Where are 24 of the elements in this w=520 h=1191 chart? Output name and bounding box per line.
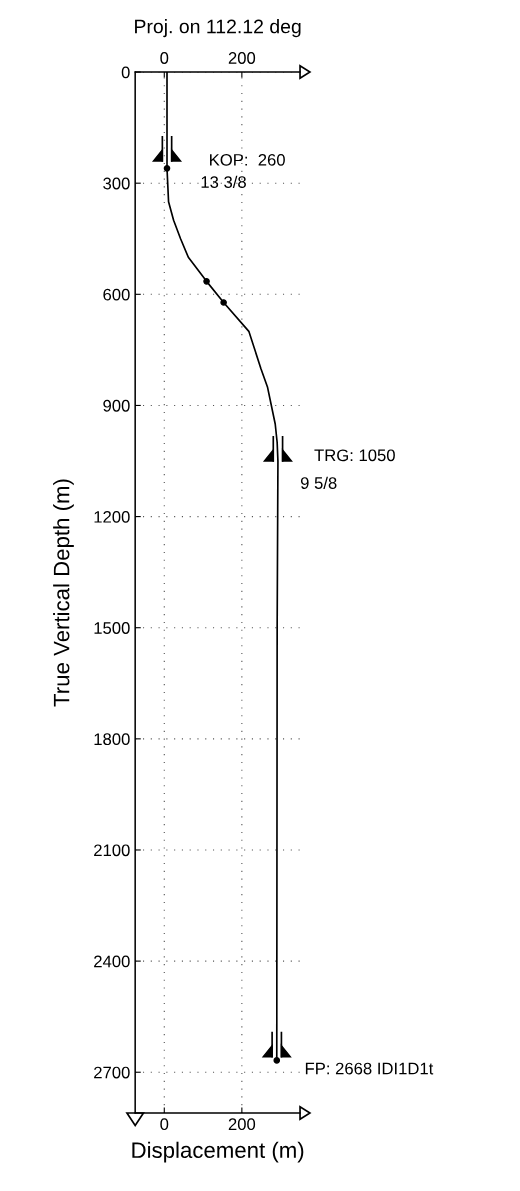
annotation: TRG: 1050 — [314, 449, 395, 462]
x2-tick-label: 200 — [228, 52, 256, 64]
y-tick-label: 2700 — [94, 1066, 130, 1079]
chart-title: Proj. on 112.12 deg — [135, 19, 301, 38]
annotation: 9 5/8 — [300, 476, 337, 489]
y-tick-label: 2100 — [94, 844, 130, 857]
annotation: KOP: 260 — [210, 153, 285, 166]
y-tick-label: 900 — [103, 399, 130, 412]
annotation: FP: 2668 IDI1D1t — [305, 1062, 434, 1075]
point — [163, 165, 171, 172]
annotation: 13 3/8 — [201, 175, 246, 188]
y-tick-label: 1200 — [94, 510, 130, 523]
y-tick-label: 300 — [103, 177, 130, 190]
point — [273, 1057, 281, 1064]
y-tick-label: 1500 — [94, 622, 130, 634]
y-axis-title: True Vertical Depth (m) — [53, 479, 74, 707]
y-tick-label: 2400 — [94, 955, 130, 968]
point — [203, 278, 210, 285]
y-tick-label: 1800 — [94, 733, 130, 746]
x2-tick-label: 0 — [160, 52, 169, 64]
y-tick-label: 600 — [103, 288, 130, 301]
x-axis-title: Displacement (m) — [132, 1141, 304, 1163]
y-tick-label: 0 — [121, 66, 130, 79]
point — [220, 299, 227, 306]
